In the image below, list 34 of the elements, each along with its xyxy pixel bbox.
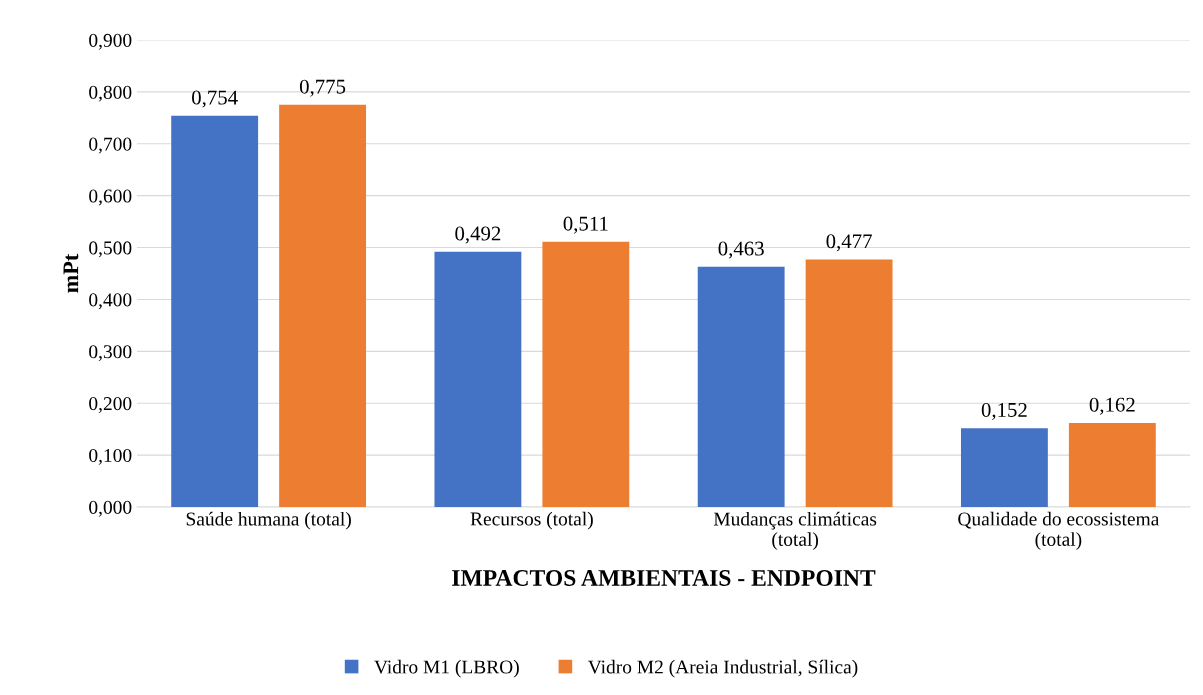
y-tick-label: 0,200	[89, 397, 132, 413]
x-tick-label: Mudanças climáticas (total)	[713, 511, 877, 550]
y-tick-label: 0,400	[89, 293, 132, 310]
x-axis-title: IMPACTOS AMBIENTAIS - ENDPOINT	[452, 570, 876, 586]
bar	[805, 259, 893, 507]
x-tick-label: Recursos (total)	[470, 511, 593, 530]
y-tick-label: 0,800	[89, 85, 132, 102]
bar	[1068, 422, 1156, 507]
legend-label: Vidro M1 (LBRO)	[374, 659, 519, 678]
data-label: 0,511	[563, 216, 608, 234]
y-tick-label: 0,100	[89, 448, 132, 465]
y-tick-label: 0,000	[89, 500, 132, 517]
bar	[171, 115, 259, 507]
x-tick-label: Saúde humana (total)	[186, 511, 351, 530]
bar	[279, 104, 367, 507]
y-tick-label: 0,900	[89, 33, 132, 50]
data-label: 0,754	[192, 90, 238, 108]
data-label: 0,152	[981, 402, 1027, 420]
data-label: 0,775	[299, 79, 346, 97]
data-label: 0,492	[455, 226, 501, 244]
y-tick-label: 0,500	[89, 241, 132, 258]
bar	[697, 266, 785, 507]
bar	[434, 251, 522, 507]
bar	[542, 241, 630, 507]
legend-label: Vidro M2 (Areia Industrial, Sílica)	[587, 659, 858, 678]
x-tick-label: Qualidade do ecossistema (total)	[958, 511, 1160, 550]
y-tick-label: 0,300	[89, 345, 132, 362]
bar	[960, 428, 1048, 507]
y-axis-title: mPt	[63, 253, 79, 293]
data-label: 0,162	[1089, 397, 1135, 415]
data-label: 0,463	[718, 241, 764, 259]
y-tick-label: 0,700	[89, 137, 132, 154]
y-tick-label: 0,600	[89, 189, 132, 206]
data-label: 0,477	[826, 234, 872, 252]
